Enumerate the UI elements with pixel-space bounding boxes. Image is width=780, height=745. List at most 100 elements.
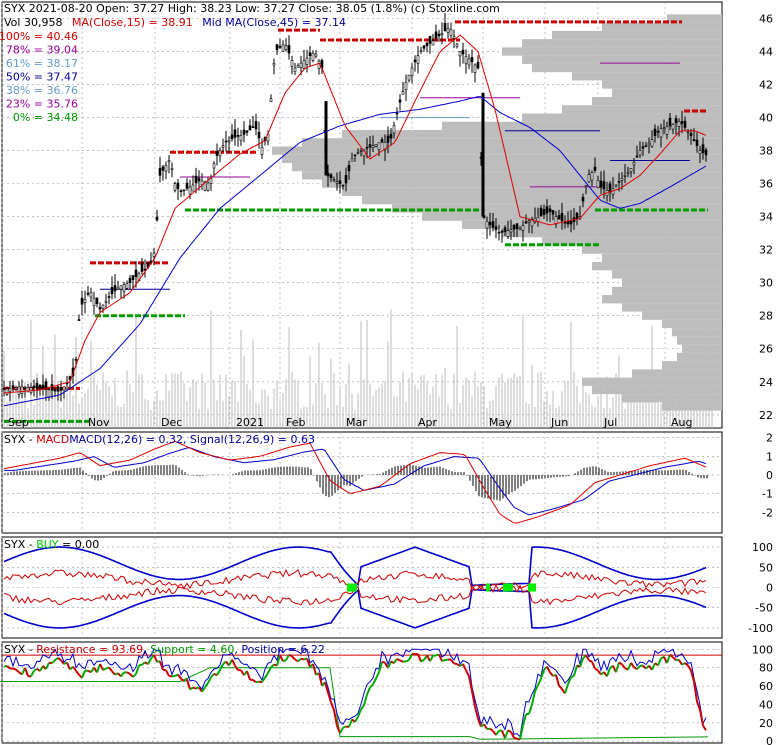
candle-body: [2, 387, 6, 390]
position-step: [681, 662, 686, 666]
position-step: [477, 718, 482, 727]
position-step: [420, 658, 425, 663]
candle-body: [275, 44, 279, 51]
position-step: [297, 657, 302, 662]
price-profile-bar: [612, 88, 722, 97]
position-step: [15, 668, 20, 674]
candle-body: [641, 146, 645, 149]
price-profile-bar: [292, 162, 722, 172]
price-profile-bar: [502, 47, 722, 56]
position-step: [540, 669, 545, 679]
position-step: [456, 663, 461, 667]
candle-body: [170, 168, 174, 171]
position-step: [666, 654, 671, 664]
candle-body: [668, 117, 672, 127]
candle-body: [434, 31, 438, 39]
price-y-tick-label: 22: [759, 409, 773, 422]
position-step: [528, 704, 533, 715]
position-step: [330, 701, 335, 711]
candle-body: [425, 42, 429, 47]
position-step: [699, 709, 704, 726]
position-step: [417, 653, 422, 662]
position-step: [366, 687, 371, 695]
price-profile-bar: [592, 385, 722, 395]
price-profile-bar: [677, 336, 722, 345]
position-step: [333, 709, 338, 726]
candle-body: [485, 221, 489, 229]
price-profile-bar: [642, 311, 722, 320]
candle-body: [206, 182, 210, 191]
position-step: [405, 659, 410, 663]
candle-body: [401, 91, 405, 95]
position-step: [96, 663, 101, 673]
position-step: [339, 727, 344, 734]
candle-body: [302, 60, 306, 69]
fib-label: 100% = 40.46: [0, 30, 78, 43]
candle-body: [647, 142, 651, 146]
price-profile-bar: [522, 113, 722, 122]
fib-label: 50% = 37.47: [6, 71, 78, 84]
candle-body: [377, 142, 381, 150]
position-step: [72, 666, 77, 672]
candle-body: [152, 252, 156, 257]
position-step: [693, 681, 698, 702]
position-step: [438, 653, 443, 662]
candle-body: [599, 180, 603, 188]
price-profile-bar: [592, 262, 722, 271]
candle-body: [530, 218, 534, 227]
position-step: [105, 666, 110, 670]
position-step: [195, 686, 200, 690]
candle-body: [389, 134, 393, 139]
candle-body: [74, 358, 78, 361]
candle-body: [623, 175, 627, 177]
candle-body: [629, 168, 633, 172]
candle-body: [569, 220, 573, 225]
price-profile-bar: [622, 303, 722, 312]
price-profile-bar: [662, 319, 722, 329]
candle-body: [32, 385, 36, 389]
position-step: [450, 659, 455, 665]
candle-body: [419, 50, 423, 53]
position-step: [141, 661, 146, 666]
buy-upper-band: [3, 546, 707, 587]
candle-body: [161, 166, 165, 171]
position-step: [588, 659, 593, 663]
position-step: [51, 659, 56, 664]
candle-body: [458, 51, 462, 57]
candle-body: [557, 215, 561, 220]
candle-body: [29, 387, 33, 393]
candle-body: [512, 224, 516, 230]
candle-body: [539, 207, 543, 217]
position-step: [174, 673, 179, 677]
position-step: [354, 716, 359, 723]
price-y-tick-label: 40: [759, 112, 773, 125]
resistance-y-tick-label: 100: [752, 643, 773, 656]
candle-body: [443, 23, 447, 32]
macd-panel: 2 1 0 -1 -2: [1, 431, 773, 534]
position-step: [102, 667, 107, 671]
candle-body: [455, 43, 459, 47]
candle-body: [608, 183, 612, 193]
candle-body: [281, 44, 285, 52]
position-step: [696, 701, 701, 711]
candle-body: [524, 221, 528, 224]
ma45-label: Mid MA(Close,45) = 37.14: [202, 16, 346, 29]
candle-body: [140, 263, 144, 272]
position-step: [591, 661, 596, 670]
price-y-tick-label: 26: [759, 343, 773, 356]
candle-body: [488, 221, 492, 226]
candle-body: [638, 150, 642, 156]
position-step: [546, 666, 551, 673]
candle-body: [626, 172, 630, 174]
price-header: SYX 2021-08-20 Open: 37.27 High: 38.23 L…: [4, 2, 500, 15]
candle-body: [386, 135, 390, 143]
candle-body: [35, 383, 39, 389]
fib-label: 78% = 39.04: [6, 44, 78, 57]
position-step: [357, 709, 362, 718]
buy-y-tick-label: 100: [752, 541, 773, 554]
candle-body: [23, 386, 27, 389]
candle-body: [329, 174, 333, 179]
position-step: [672, 656, 677, 661]
position-step: [213, 672, 218, 677]
candle-body: [197, 177, 201, 182]
